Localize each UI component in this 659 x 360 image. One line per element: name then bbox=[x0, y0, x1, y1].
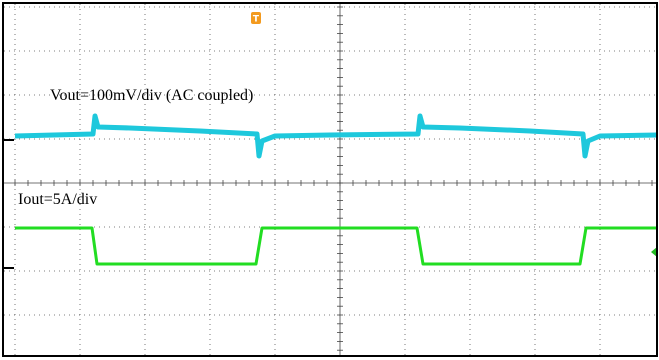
vout-label: Vout=100mV/div (AC coupled) bbox=[50, 87, 253, 104]
iout-trace bbox=[15, 226, 657, 266]
trigger-level-marker bbox=[651, 247, 657, 257]
trigger-marker-bg bbox=[251, 12, 261, 24]
iout-label: Iout=5A/div bbox=[18, 191, 97, 208]
trigger-marker: T bbox=[253, 15, 260, 25]
vout-trace bbox=[14, 113, 658, 159]
axis-ticks bbox=[14, 6, 653, 351]
